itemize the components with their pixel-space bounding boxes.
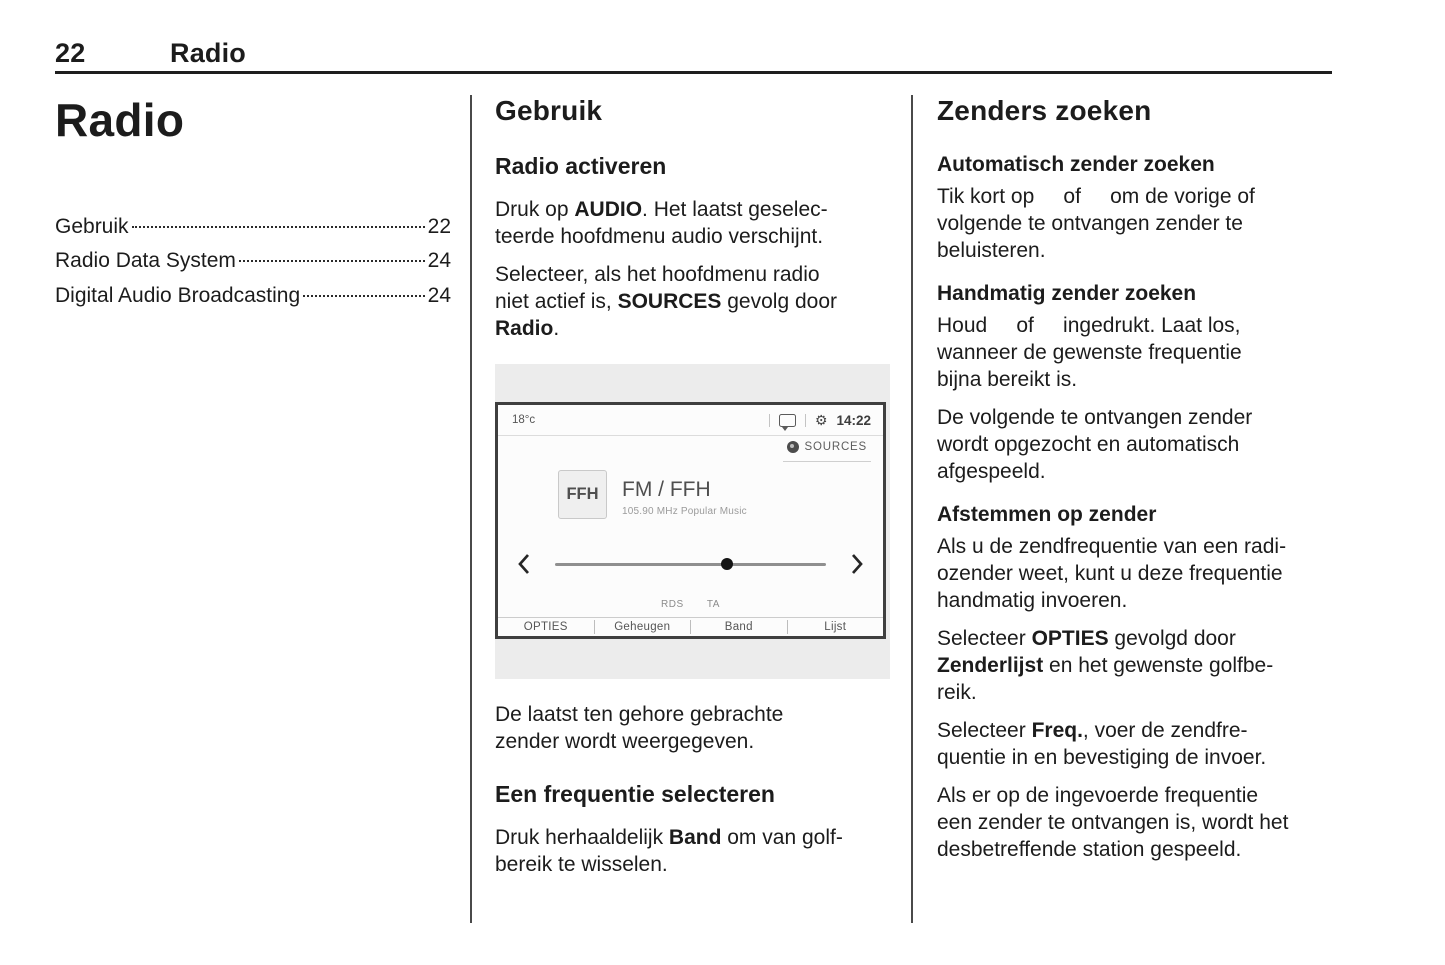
right-column: Zenders zoeken Automatisch zender zoeken… [937,95,1367,874]
paragraph: Druk op AUDIO. Het laatst geselec-teerde… [495,198,828,248]
menu-item-lijst: Lijst [824,621,847,633]
header-rule [55,71,1332,74]
ta-indicator: TA [706,599,720,610]
sources-dot-icon [786,441,799,453]
status-separator [768,413,770,427]
section-heading-zenders-zoeken: Zenders zoeken [937,95,1152,126]
rds-indicator: RDS [661,599,684,610]
toc-label: Radio Data System [55,249,236,273]
station-frequency-genre: 105.90 MHz Popular Music [622,506,747,518]
toc-page-number: 22 [427,214,451,238]
toc-entry-digital-audio-broadcasting: Digital Audio Broadcasting 24 [55,279,451,314]
clock-readout: 14:22 [836,412,871,428]
menu-divider [786,620,788,634]
tuning-slider-track [555,558,826,570]
figure-caption: De laatst ten gehore gebrachte zender wor… [495,703,784,753]
chevron-left-icon [516,552,531,576]
screen-menu-bar: OPTIES Geheugen Band Lijst [498,618,883,636]
toc-page-number: 24 [427,249,451,273]
menu-item-opties: OPTIES [523,621,568,633]
paragraph: De volgende te ontvangen zender wordt opg… [937,406,1253,483]
page-header: 22 Radio [55,38,246,69]
toc-entry-radio-data-system: Radio Data System 24 [55,244,451,279]
paragraph: Selecteer Freq., voer de zendfre-quentie… [937,719,1267,769]
subheading-handmatig: Handmatig zender zoeken [937,282,1197,305]
toc-dot-leader [303,294,425,297]
radio-screen-figure: 18°c ⚙ 14:22 SOURCES FFH FM / FFH [495,364,890,679]
toc-page-number: 24 [427,283,451,307]
toc-dot-leader [131,225,425,228]
paragraph: Als u de zendfrequentie van een radi-oze… [937,535,1287,612]
menu-separator-line [498,617,883,618]
menu-divider [593,620,595,634]
status-icons: ⚙ 14:22 [768,412,871,431]
column-divider-left [470,95,472,923]
station-text: FM / FFH 105.90 MHz Popular Music [622,470,747,517]
page-section-title: Radio [170,38,247,68]
screen-status-bar: 18°c ⚙ 14:22 [498,405,883,436]
station-name: FM / FFH [622,478,711,501]
subheading-afstemmen: Afstemmen op zender [937,503,1157,526]
column-divider-right [911,95,913,923]
chapter-toc: Gebruik 22 Radio Data System 24 Digital … [55,210,451,314]
paragraph: Selecteer, als het hoofdmenu radio niet a… [495,263,838,340]
paragraph: Tik kort op of om de vorige of volgende t… [937,185,1255,262]
sources-row: SOURCES [498,436,883,468]
sources-label: SOURCES [804,441,867,453]
chapter-title: Radio [55,94,185,146]
sources-button: SOURCES [782,436,871,462]
status-separator [804,413,806,427]
rds-ta-indicators: RDS TA [498,599,883,610]
menu-item-band: Band [724,621,753,633]
chevron-right-icon [850,552,865,576]
subheading-frequentie-selecteren: Een frequentie selecteren [495,781,775,807]
menu-item-geheugen: Geheugen [614,621,671,633]
tuning-slider-knob [721,558,734,570]
paragraph: Selecteer OPTIES gevolgd door Zenderlijst… [937,627,1274,704]
paragraph: Houd of ingedrukt. Laat los, wanneer de g… [937,314,1242,391]
preset-badge: FFH [558,470,607,519]
subheading-automatisch: Automatisch zender zoeken [937,153,1215,176]
middle-column: Gebruik Radio activeren Druk op AUDIO. H… [495,95,890,889]
page-number: 22 [55,38,86,68]
paragraph: Als er op de ingevoerde frequentie een ze… [937,784,1289,861]
section-heading-gebruik: Gebruik [495,95,603,126]
paragraph: Druk herhaaldelijk Band om van golf-bere… [495,826,843,876]
toc-label: Digital Audio Broadcasting [55,283,301,307]
message-bubble-icon [778,413,796,431]
infotainment-screen: 18°c ⚙ 14:22 SOURCES FFH FM / FFH [495,402,886,639]
station-info: FFH FM / FFH 105.90 MHz Popular Music [498,470,883,519]
left-column: Radio Gebruik 22 Radio Data System 24 Di… [55,95,451,313]
toc-label: Gebruik [55,214,129,238]
temperature-readout: 18°c [512,414,536,426]
tuning-slider-row [498,547,883,581]
menu-divider [690,620,691,634]
gear-icon: ⚙ [814,412,828,428]
toc-entry-gebruik: Gebruik 22 [55,210,451,245]
toc-dot-leader [238,260,425,263]
subheading-radio-activeren: Radio activeren [495,153,667,179]
